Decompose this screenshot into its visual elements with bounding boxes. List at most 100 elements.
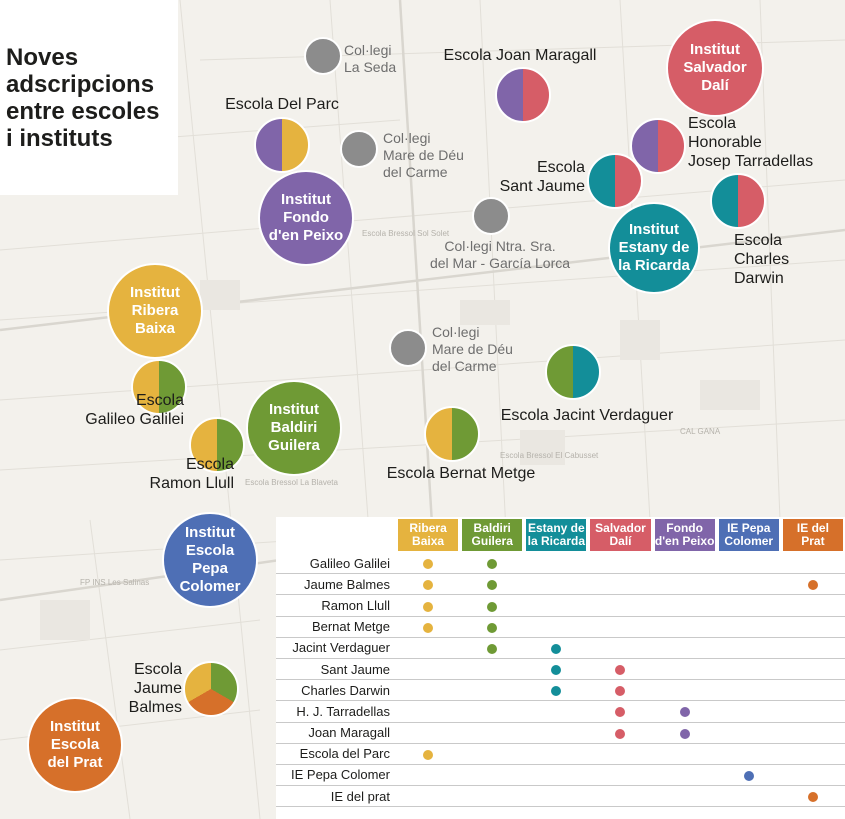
- assignment-dot: [807, 792, 818, 803]
- assignment-cell: [780, 764, 845, 787]
- assignment-cell: [396, 700, 461, 723]
- school-label: Escola Del Parc: [225, 96, 339, 113]
- school-circle[interactable]: [424, 406, 480, 462]
- assignment-cell: [716, 785, 781, 808]
- street-label: CAL GANA: [680, 427, 721, 436]
- institute-circle[interactable]: Institut Ribera Baixa: [107, 263, 203, 359]
- school-circle[interactable]: [545, 344, 601, 400]
- assignment-cell: [716, 553, 781, 575]
- school-name-cell: Bernat Metge: [276, 616, 396, 638]
- colegi-label: Col·legi Ntra. Sra. del Mar - García Lor…: [429, 238, 571, 271]
- assignment-cell: [460, 743, 525, 765]
- page-title: Noves adscripcions entre escoles i insti…: [6, 44, 160, 152]
- colegi-circle[interactable]: [304, 37, 342, 75]
- assignment-cell: [588, 785, 653, 808]
- assignment-cell: [716, 616, 781, 638]
- assignment-cell: [396, 743, 461, 765]
- school-name-cell: H. J. Tarradellas: [276, 700, 396, 723]
- institute-circle[interactable]: Institut Baldiri Guilera: [246, 380, 342, 476]
- assignment-cell: [396, 594, 461, 617]
- assignment-dot: [615, 686, 626, 697]
- assignment-cell: [652, 722, 717, 744]
- column-header: Baldiri Guilera: [460, 517, 524, 553]
- assignment-cell: [780, 700, 845, 723]
- school-label: Escola Charles Darwin: [734, 232, 790, 287]
- assignment-cell: [588, 637, 653, 659]
- institute-circle[interactable]: Institut Salvador Dalí: [666, 19, 764, 117]
- institute-label: Institut Ribera Baixa: [130, 284, 180, 337]
- assignment-cell: [652, 616, 717, 638]
- assignment-dot: [487, 601, 498, 612]
- assignment-cell: [396, 764, 461, 787]
- column-header: IE Pepa Colomer: [717, 517, 781, 553]
- institute-label: Institut Escola Pepa Colomer: [179, 524, 241, 595]
- school-label: Escola Jacint Verdaguer: [500, 407, 674, 424]
- assignment-dot: [487, 622, 498, 633]
- assignment-cell: [716, 594, 781, 617]
- assignment-cell: [588, 553, 653, 575]
- assignment-cell: [716, 573, 781, 596]
- school-circle[interactable]: [254, 117, 310, 173]
- school-circle[interactable]: [495, 67, 551, 123]
- assignment-cell: [588, 764, 653, 787]
- assignment-cell: [396, 573, 461, 596]
- column-header: Fondo d'en Peixo: [653, 517, 717, 553]
- table-row: Escola del Parc: [276, 743, 845, 765]
- street-label: FP INS Les Salinas: [80, 578, 149, 587]
- school-label: Escola Honorable Josep Tarradellas: [688, 115, 814, 170]
- school-circle[interactable]: [630, 118, 686, 174]
- assignment-cell: [588, 700, 653, 723]
- assignment-cell: [780, 658, 845, 681]
- assignment-dot: [679, 707, 690, 718]
- table-row: Joan Maragall: [276, 722, 845, 744]
- assignment-cell: [588, 743, 653, 765]
- institute-label: Institut Estany de la Ricarda: [618, 221, 690, 274]
- assignment-cell: [780, 785, 845, 808]
- school-circle[interactable]: [710, 173, 766, 229]
- school-circle[interactable]: [587, 153, 643, 209]
- assignment-cell: [716, 637, 781, 659]
- assignment-cell: [396, 553, 461, 575]
- school-label: Escola Sant Jaume: [499, 159, 585, 195]
- column-header: Salvador Dalí: [588, 517, 652, 553]
- institute-circle[interactable]: Institut Escola del Prat: [27, 697, 123, 793]
- colegi-circle[interactable]: [389, 329, 427, 367]
- assignment-dot: [423, 749, 434, 760]
- school-label: Escola Galileo Galilei: [85, 392, 184, 428]
- assignment-cell: [460, 679, 525, 702]
- school-name-cell: Jaume Balmes: [276, 573, 396, 596]
- school-name-cell: Joan Maragall: [276, 722, 396, 744]
- school-label: Escola Bernat Metge: [386, 465, 536, 482]
- assignment-cell: [652, 573, 717, 596]
- assignment-cell: [396, 637, 461, 659]
- assignment-cell: [460, 764, 525, 787]
- school-circle[interactable]: [189, 417, 245, 473]
- assignment-cell: [588, 616, 653, 638]
- school-name-cell: Jacint Verdaguer: [276, 637, 396, 659]
- assignment-cell: [588, 722, 653, 744]
- assignment-cell: [524, 679, 589, 702]
- table-row: Charles Darwin: [276, 679, 845, 702]
- school-circle[interactable]: [131, 359, 187, 415]
- assignment-dot: [807, 580, 818, 591]
- school-circle[interactable]: [183, 661, 239, 717]
- assignment-cell: [396, 722, 461, 744]
- table-row: Bernat Metge: [276, 616, 845, 638]
- assignment-cell: [652, 785, 717, 808]
- assignment-cell: [780, 637, 845, 659]
- table-row: Ramon Llull: [276, 594, 845, 617]
- assignment-cell: [716, 700, 781, 723]
- institute-label: Institut Escola del Prat: [47, 718, 103, 771]
- institute-circle[interactable]: Institut Estany de la Ricarda: [608, 202, 700, 294]
- institute-circle[interactable]: Institut Fondo d'en Peixo: [258, 170, 354, 266]
- colegi-circle[interactable]: [472, 197, 510, 235]
- school-label: Escola Ramon Llull: [149, 456, 234, 492]
- assignment-cell: [652, 594, 717, 617]
- assignment-cell: [652, 553, 717, 575]
- table-header-row: Ribera Baixa Baldiri Guilera Estany de l…: [276, 517, 845, 553]
- assignment-dot: [487, 643, 498, 654]
- assignment-cell: [588, 594, 653, 617]
- colegi-circle[interactable]: [340, 130, 378, 168]
- assignment-cell: [652, 743, 717, 765]
- institute-circle[interactable]: Institut Escola Pepa Colomer: [162, 512, 258, 608]
